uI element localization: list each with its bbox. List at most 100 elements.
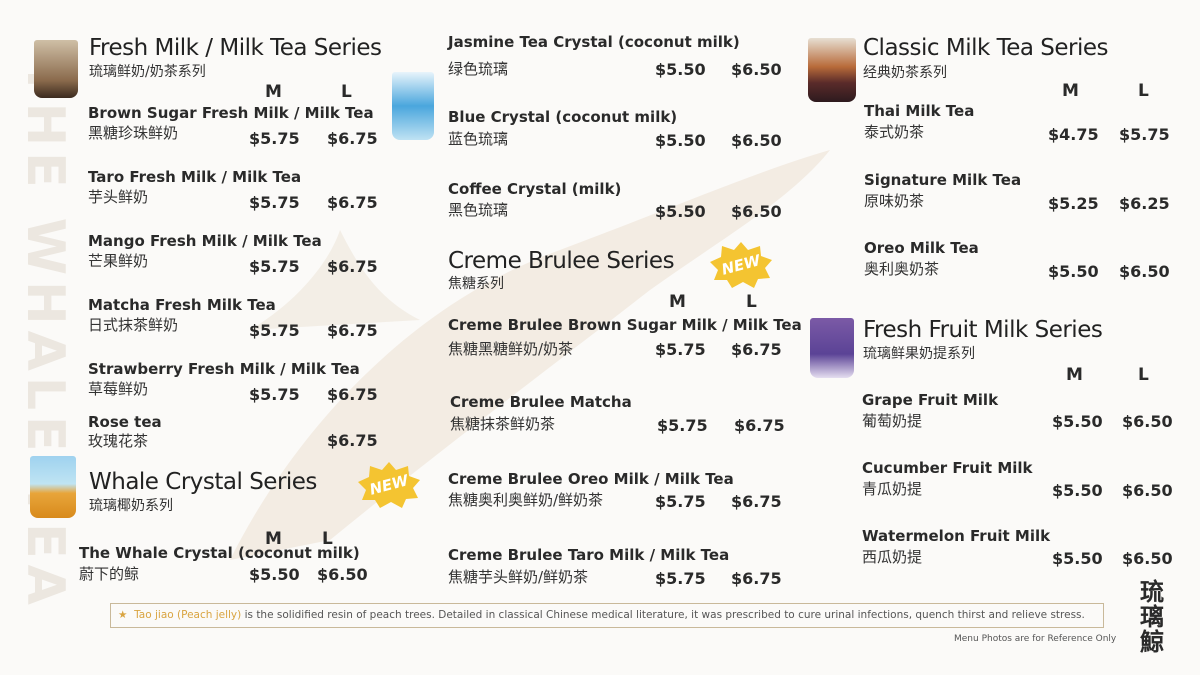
item-name: Oreo Milk Tea (864, 239, 979, 257)
logo: 琉璃鯨 (1140, 578, 1164, 657)
item-name: Grape Fruit Milk (862, 391, 999, 409)
price-medium: $5.75 (249, 129, 300, 148)
size-header: L (1138, 365, 1149, 385)
price-medium: $5.75 (249, 193, 300, 212)
whale-fin (250, 230, 420, 330)
item-chinese-name: 焦糖芋头鲜奶/鲜奶茶 (448, 568, 589, 586)
section-title: Whale Crystal Series (89, 469, 317, 495)
note: ★ Tao jiao (Peach jelly) is the solidifi… (118, 610, 1085, 621)
item-name: Matcha Fresh Milk Tea (88, 296, 276, 314)
item-name: Jasmine Tea Crystal (coconut milk) (448, 33, 740, 51)
section-title: Fresh Fruit Milk Series (863, 317, 1103, 343)
item-name: Signature Milk Tea (864, 171, 1022, 189)
item-name: Creme Brulee Taro Milk / Milk Tea (448, 546, 730, 564)
badge-text: NEW (719, 251, 763, 279)
note-star: ★ (118, 609, 128, 621)
price-large: $6.50 (1122, 549, 1173, 568)
price-large: $6.50 (731, 60, 782, 79)
price-large: $5.75 (1119, 125, 1170, 144)
new-badge (710, 242, 772, 288)
disclaimer: Menu Photos are for Reference Only (954, 634, 1117, 644)
new-badge-label: NEW (710, 242, 772, 288)
price-large: $6.50 (731, 202, 782, 221)
price-medium: $5.25 (1048, 194, 1099, 213)
price-large: $6.75 (327, 193, 378, 212)
price-large: $6.75 (327, 129, 378, 148)
whale-shape (230, 150, 830, 560)
item-chinese-name: 西瓜奶提 (862, 548, 923, 566)
item-chinese-name: 葡萄奶提 (862, 412, 923, 430)
price-medium: $5.50 (655, 131, 706, 150)
badge-star (710, 242, 772, 288)
section-subtitle: 琉璃鲜奶/奶茶系列 (89, 64, 206, 80)
price-medium: $5.50 (655, 202, 706, 221)
price-medium: $5.50 (655, 60, 706, 79)
price-large: $6.50 (1122, 412, 1173, 431)
item-chinese-name: 蔚下的鲸 (79, 565, 140, 583)
item-name: Creme Brulee Matcha (450, 393, 632, 411)
section-subtitle: 焦糖系列 (448, 276, 504, 292)
price-large: $6.25 (1119, 194, 1170, 213)
size-header: M (669, 292, 686, 312)
price-medium: $5.75 (249, 321, 300, 340)
item-chinese-name: 玫瑰花茶 (88, 432, 149, 450)
cup-image (30, 456, 76, 518)
size-header: L (1138, 81, 1149, 101)
size-header: L (322, 529, 333, 549)
new-badge (358, 462, 420, 508)
item-name: Rose tea (88, 413, 162, 431)
price-large: $6.75 (327, 257, 378, 276)
cup-image (392, 72, 434, 140)
item-name: Mango Fresh Milk / Milk Tea (88, 232, 322, 250)
item-chinese-name: 黑色琉璃 (448, 201, 509, 219)
badge-star (358, 462, 420, 508)
item-chinese-name: 草莓鲜奶 (88, 380, 149, 398)
price-large: $6.75 (327, 321, 378, 340)
size-header: M (265, 529, 282, 549)
item-name: The Whale Crystal (coconut milk) (79, 544, 360, 562)
price-large: $6.50 (317, 565, 368, 584)
size-header: L (746, 292, 757, 312)
price-large: $6.75 (327, 385, 378, 404)
section-title: Creme Brulee Series (448, 248, 675, 274)
item-name: Cucumber Fruit Milk (862, 459, 1033, 477)
size-header: L (341, 82, 352, 102)
price-large: $6.50 (731, 131, 782, 150)
item-chinese-name: 泰式奶茶 (864, 123, 925, 141)
new-badge-label: NEW (358, 462, 420, 508)
item-chinese-name: 芋头鲜奶 (88, 188, 149, 206)
price-large: $6.50 (1122, 481, 1173, 500)
price-large: $6.75 (731, 569, 782, 588)
size-header: M (1062, 81, 1079, 101)
size-header: M (1066, 365, 1083, 385)
cup-image (808, 38, 856, 102)
note-highlight: Tao jiao (Peach jelly) (134, 609, 242, 621)
item-chinese-name: 黑糖珍珠鲜奶 (88, 124, 179, 142)
cup-image (810, 318, 854, 378)
item-chinese-name: 奥利奥奶茶 (864, 260, 940, 278)
item-name: Creme Brulee Oreo Milk / Milk Tea (448, 470, 734, 488)
price-medium: $5.50 (1052, 549, 1103, 568)
item-name: Thai Milk Tea (864, 102, 975, 120)
item-chinese-name: 青瓜奶提 (862, 480, 923, 498)
price-medium: $5.75 (249, 385, 300, 404)
size-header: M (265, 82, 282, 102)
item-name: Blue Crystal (coconut milk) (448, 108, 678, 126)
price-large: $6.50 (1119, 262, 1170, 281)
item-name: Coffee Crystal (milk) (448, 180, 622, 198)
price-medium: $5.75 (655, 492, 706, 511)
item-chinese-name: 焦糖抹茶鲜奶茶 (450, 415, 556, 433)
price-medium: $5.75 (657, 416, 708, 435)
section-title: Classic Milk Tea Series (863, 35, 1109, 61)
item-name: Creme Brulee Brown Sugar Milk / Milk Tea (448, 316, 802, 334)
price-medium: $5.75 (655, 340, 706, 359)
price-medium: $5.75 (249, 257, 300, 276)
section-subtitle: 琉璃鲜果奶提系列 (863, 346, 975, 362)
price-medium: $5.75 (655, 569, 706, 588)
badge-text: NEW (367, 471, 411, 499)
item-name: Taro Fresh Milk / Milk Tea (88, 168, 302, 186)
item-chinese-name: 日式抹茶鲜奶 (88, 316, 179, 334)
item-name: Watermelon Fruit Milk (862, 527, 1051, 545)
